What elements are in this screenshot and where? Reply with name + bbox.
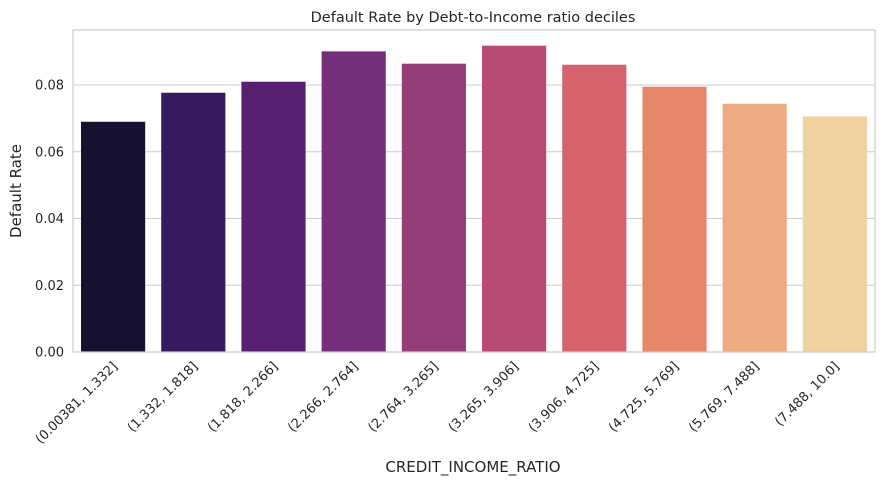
y-tick-label: 0.04 [35, 212, 64, 227]
bar [802, 116, 867, 353]
bar [241, 81, 306, 352]
y-tick-labels: 0.00 0.02 0.04 0.06 0.08 [35, 79, 64, 361]
x-tick-label: (7.488, 10.0] [772, 359, 842, 429]
y-tick-label: 0.00 [35, 346, 64, 361]
x-axis-label: CREDIT_INCOME_RATIO [385, 458, 560, 477]
x-tick-label: (1.332, 1.818] [125, 359, 201, 435]
bar [321, 51, 386, 353]
x-tick-label: (2.764, 3.265] [365, 359, 441, 435]
x-tick-labels: (0.00381, 1.332] (1.332, 1.818] (1.818, 2.… [33, 359, 843, 447]
x-tick-label: (2.266, 2.764] [285, 359, 361, 435]
plot-frame [72, 29, 876, 353]
x-tick-label: (3.265, 3.906] [446, 359, 522, 435]
y-tick-label: 0.02 [35, 279, 64, 294]
x-tick-label: (5.769, 7.488] [686, 359, 762, 435]
bar [81, 121, 146, 352]
x-tick-label: (0.00381, 1.332] [33, 359, 121, 447]
bar [642, 86, 707, 352]
x-tick-label: (1.818, 2.266] [205, 359, 281, 435]
y-tick-label: 0.08 [35, 79, 64, 94]
y-tick-label: 0.06 [35, 145, 64, 160]
bars [81, 45, 867, 353]
x-tick-label: (4.725, 5.769] [606, 359, 682, 435]
bar [722, 103, 787, 352]
bar [401, 63, 466, 353]
chart-title: Default Rate by Debt-to-Income ratio dec… [311, 10, 636, 26]
bar [482, 45, 547, 353]
bar [161, 92, 226, 353]
bar [562, 64, 627, 353]
y-axis-label: Default Rate [7, 144, 25, 238]
x-tick-label: (3.906, 4.725] [526, 359, 602, 435]
